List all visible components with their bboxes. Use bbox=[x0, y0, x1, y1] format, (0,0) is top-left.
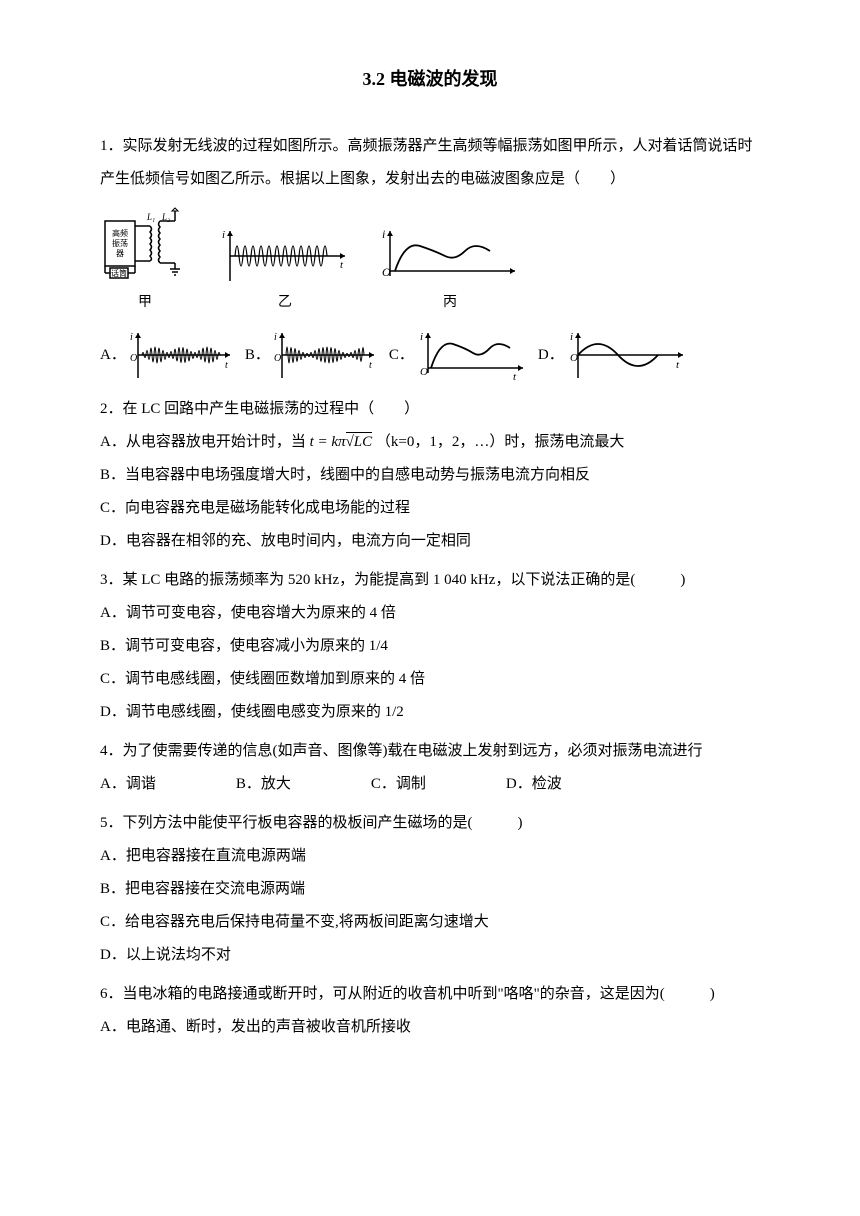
q4-options: A．调谐 B．放大 C．调制 D．检波 bbox=[100, 768, 760, 801]
diagram-yi: i t 乙 bbox=[220, 226, 350, 319]
q3-option-a: A．调节可变电容，使电容增大为原来的 4 倍 bbox=[100, 597, 760, 630]
q1-option-a: A． i O t bbox=[100, 328, 235, 383]
svg-text:i: i bbox=[570, 331, 573, 343]
svg-text:t: t bbox=[340, 259, 344, 271]
svg-text:话筒: 话筒 bbox=[111, 268, 127, 278]
diagram-jia: 高频 振荡 器 L₁ L₂ bbox=[100, 206, 190, 319]
svg-text:O: O bbox=[570, 352, 578, 364]
q5-option-a: A．把电容器接在直流电源两端 bbox=[100, 840, 760, 873]
svg-text:O: O bbox=[274, 353, 281, 364]
q5-option-b: B．把电容器接在交流电源两端 bbox=[100, 873, 760, 906]
svg-text:i: i bbox=[274, 332, 277, 343]
q5-stem: 5．下列方法中能使平行板电容器的极板间产生磁场的是( ) bbox=[100, 807, 760, 840]
question-3: 3．某 LC 电路的振荡频率为 520 kHz，为能提高到 1 040 kHz，… bbox=[100, 564, 760, 729]
q6-stem: 6．当电冰箱的电路接通或断开时，可从附近的收音机中听到"咯咯"的杂音，这是因为(… bbox=[100, 978, 760, 1011]
label-bing: 丙 bbox=[443, 288, 457, 319]
svg-text:O: O bbox=[382, 265, 391, 279]
svg-text:i: i bbox=[382, 227, 385, 241]
q4-stem: 4．为了使需要传递的信息(如声音、图像等)载在电磁波上发射到远方，必须对振荡电流… bbox=[100, 735, 760, 768]
svg-text:i: i bbox=[222, 229, 225, 241]
option-letter-c: C． bbox=[389, 339, 414, 372]
option-letter-d: D． bbox=[538, 339, 564, 372]
label-jia: 甲 bbox=[138, 288, 152, 319]
q2-a-formula: t = kπ√LC bbox=[310, 434, 373, 450]
q2-stem: 2．在 LC 回路中产生电磁振荡的过程中（ ） bbox=[100, 393, 760, 426]
q1-diagrams: 高频 振荡 器 L₁ L₂ bbox=[100, 206, 760, 319]
question-5: 5．下列方法中能使平行板电容器的极板间产生磁场的是( ) A．把电容器接在直流电… bbox=[100, 807, 760, 972]
svg-text:t: t bbox=[225, 360, 228, 371]
q3-option-d: D．调节电感线圈，使线圈电感变为原来的 1/2 bbox=[100, 696, 760, 729]
diagram-bing: i O 丙 bbox=[380, 226, 520, 319]
question-6: 6．当电冰箱的电路接通或断开时，可从附近的收音机中听到"咯咯"的杂音，这是因为(… bbox=[100, 978, 760, 1044]
option-letter-a: A． bbox=[100, 339, 126, 372]
q5-option-d: D．以上说法均不对 bbox=[100, 939, 760, 972]
q1-option-c: C． i O t bbox=[389, 328, 528, 383]
q2-option-c: C．向电容器充电是磁场能转化成电场能的过程 bbox=[100, 492, 760, 525]
question-2: 2．在 LC 回路中产生电磁振荡的过程中（ ） A．从电容器放电开始计时，当 t… bbox=[100, 393, 760, 558]
question-4: 4．为了使需要传递的信息(如声音、图像等)载在电磁波上发射到远方，必须对振荡电流… bbox=[100, 735, 760, 801]
svg-text:t: t bbox=[369, 360, 372, 371]
q1-options: A． i O t B． i O t bbox=[100, 328, 760, 383]
svg-text:L₁: L₁ bbox=[146, 212, 155, 222]
svg-text:i: i bbox=[420, 331, 423, 343]
q2-option-d: D．电容器在相邻的充、放电时间内，电流方向一定相同 bbox=[100, 525, 760, 558]
svg-text:O: O bbox=[420, 366, 428, 378]
q1-stem: 1．实际发射无线波的过程如图所示。高频振荡器产生高频等幅振荡如图甲所示，人对着话… bbox=[100, 130, 760, 196]
svg-text:i: i bbox=[130, 332, 133, 343]
question-1: 1．实际发射无线波的过程如图所示。高频振荡器产生高频等幅振荡如图甲所示，人对着话… bbox=[100, 130, 760, 384]
q2-option-b: B．当电容器中电场强度增大时，线圈中的自感电动势与振荡电流方向相反 bbox=[100, 459, 760, 492]
svg-text:t: t bbox=[513, 371, 517, 383]
svg-text:器: 器 bbox=[116, 249, 124, 258]
q3-option-c: C．调节电感线圈，使线圈匝数增加到原来的 4 倍 bbox=[100, 663, 760, 696]
svg-text:高频: 高频 bbox=[112, 228, 128, 238]
page-title: 3.2 电磁波的发现 bbox=[100, 60, 760, 100]
q4-option-a: A．调谐 bbox=[100, 768, 156, 801]
q4-option-b: B．放大 bbox=[236, 768, 291, 801]
svg-text:t: t bbox=[676, 359, 680, 371]
q2-option-a: A．从电容器放电开始计时，当 t = kπ√LC （k=0，1，2，…）时，振荡… bbox=[100, 426, 760, 459]
svg-text:振荡: 振荡 bbox=[112, 238, 128, 248]
option-letter-b: B． bbox=[245, 339, 270, 372]
q6-option-a: A．电路通、断时，发出的声音被收音机所接收 bbox=[100, 1011, 760, 1044]
q3-option-b: B．调节可变电容，使电容减小为原来的 1/4 bbox=[100, 630, 760, 663]
q4-option-c: C．调制 bbox=[371, 768, 426, 801]
q4-option-d: D．检波 bbox=[506, 768, 562, 801]
label-yi: 乙 bbox=[278, 288, 292, 319]
q5-option-c: C．给电容器充电后保持电荷量不变,将两板间距离匀速增大 bbox=[100, 906, 760, 939]
svg-text:O: O bbox=[130, 353, 137, 364]
q3-stem: 3．某 LC 电路的振荡频率为 520 kHz，为能提高到 1 040 kHz，… bbox=[100, 564, 760, 597]
q1-option-b: B． i O t bbox=[245, 328, 379, 383]
q1-option-d: D． i O t bbox=[538, 328, 688, 383]
